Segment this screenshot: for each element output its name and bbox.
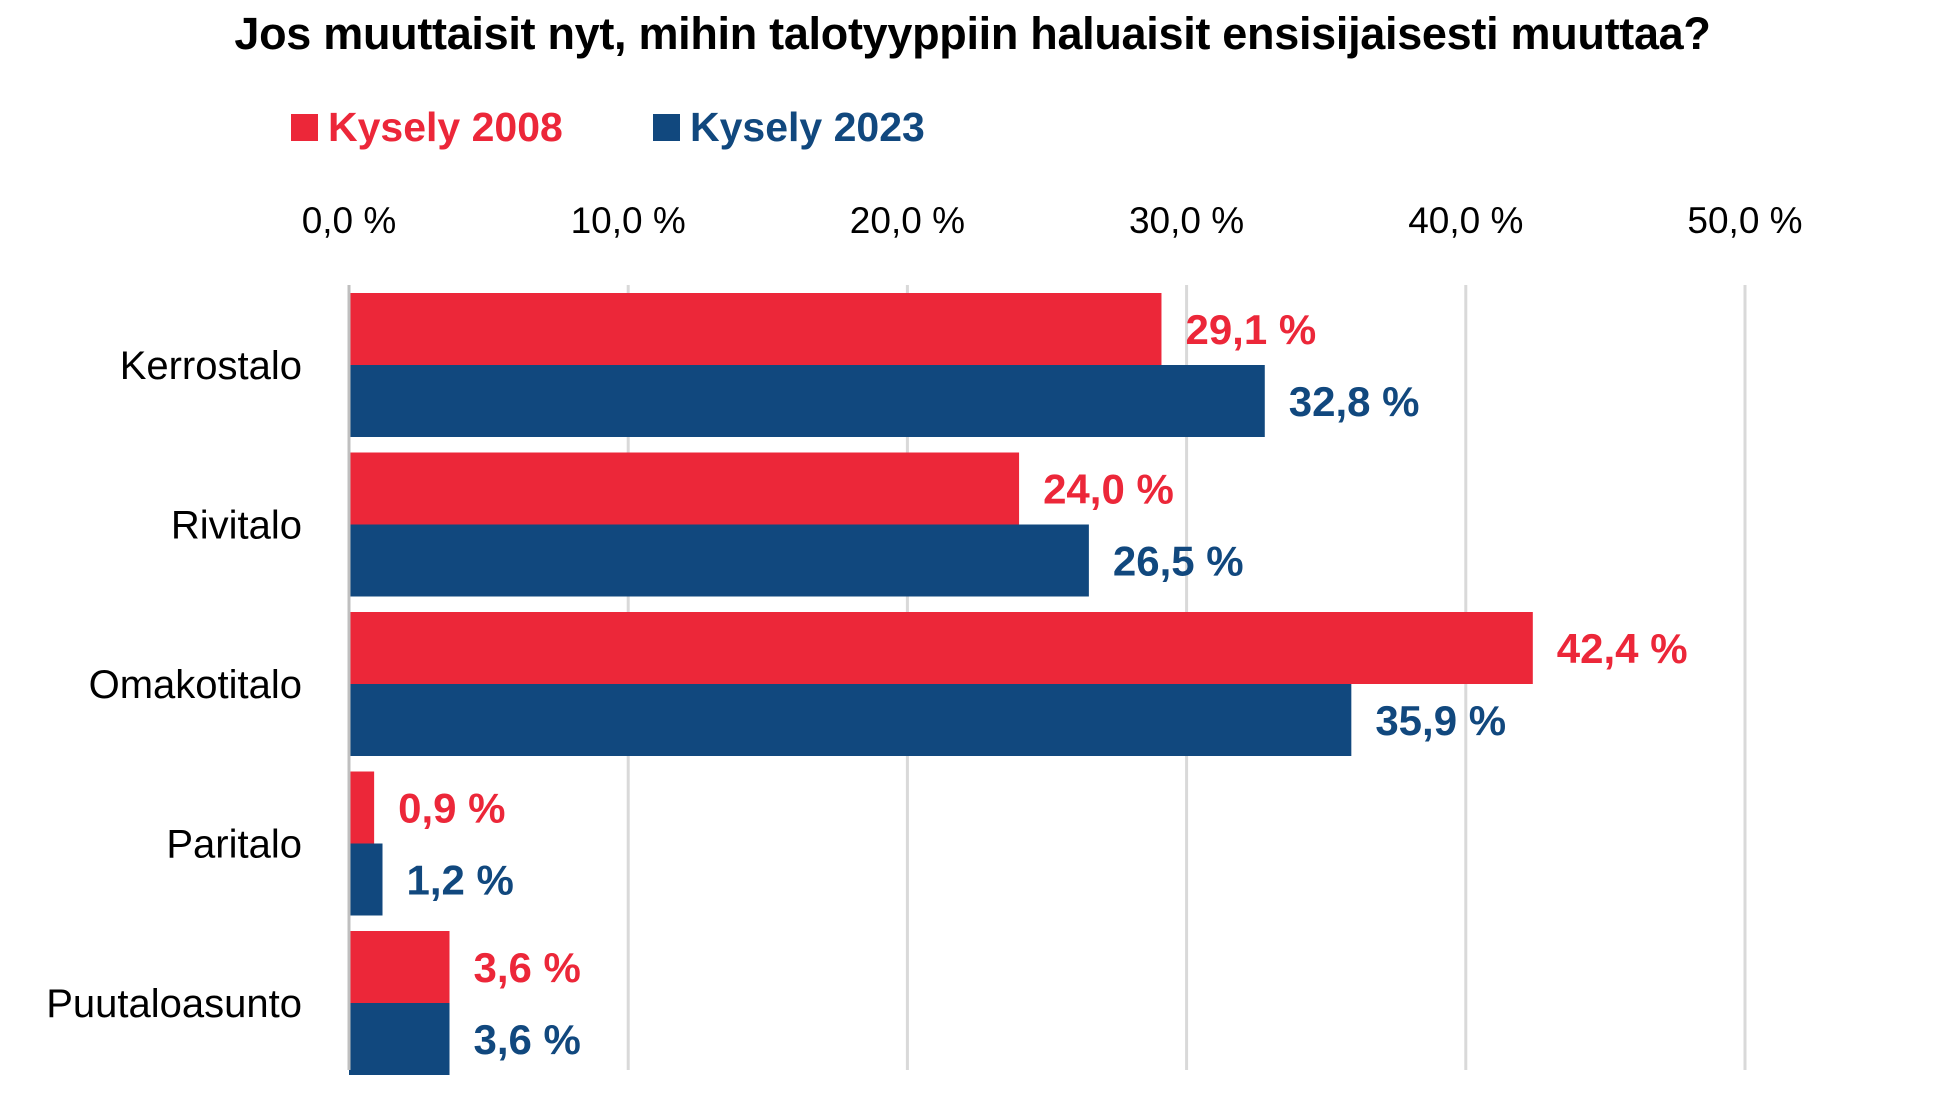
bar-2023 (349, 365, 1265, 437)
bar-2008 (349, 612, 1533, 684)
x-tick-label: 0,0 % (302, 200, 397, 241)
bar-2008 (349, 452, 1020, 525)
data-label: 29,1 % (1185, 306, 1316, 353)
data-label: 35,9 % (1375, 697, 1506, 744)
x-tick-label: 10,0 % (571, 200, 686, 241)
data-label: 1,2 % (407, 857, 514, 904)
x-tick-label: 20,0 % (850, 200, 965, 241)
x-tick-label: 30,0 % (1129, 200, 1244, 241)
bar-2023 (349, 684, 1352, 756)
category-label: Omakotitalo (89, 663, 302, 707)
bar-2023 (349, 1003, 450, 1075)
legend-swatch-2008 (291, 114, 318, 141)
x-tick-label: 40,0 % (1408, 200, 1523, 241)
bar-2023 (349, 843, 383, 916)
data-label: 24,0 % (1043, 466, 1174, 513)
legend-item-2023: Kysely 2023 (653, 104, 925, 151)
bar-2023 (349, 524, 1089, 597)
data-label: 26,5 % (1113, 538, 1244, 585)
data-label: 3,6 % (474, 1016, 581, 1063)
category-label: Paritalo (166, 823, 302, 867)
legend-label-2008: Kysely 2008 (328, 104, 563, 150)
category-label: Puutaloasunto (46, 982, 302, 1026)
x-tick-label: 50,0 % (1687, 200, 1802, 241)
data-label: 0,9 % (398, 785, 505, 832)
legend-swatch-2023 (653, 114, 680, 141)
bar-2008 (349, 771, 375, 844)
category-label: Rivitalo (171, 504, 302, 548)
bar-2008 (349, 931, 450, 1003)
legend-label-2023: Kysely 2023 (690, 104, 925, 150)
data-label: 42,4 % (1557, 625, 1688, 672)
legend-item-2008: Kysely 2008 (291, 104, 563, 151)
bar-2008 (349, 293, 1162, 365)
data-label: 32,8 % (1289, 378, 1420, 425)
data-label: 3,6 % (474, 944, 581, 991)
category-label: Kerrostalo (120, 344, 302, 388)
chart-title: Jos muuttaisit nyt, mihin talotyyppiin h… (234, 8, 1711, 59)
